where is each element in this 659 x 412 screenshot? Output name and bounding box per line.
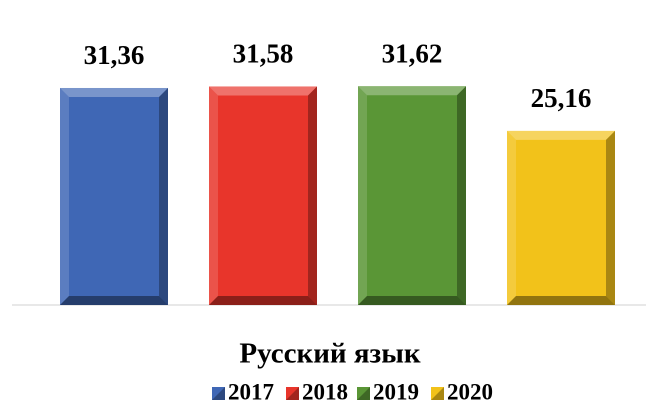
bar-bevel xyxy=(209,86,218,305)
bar xyxy=(60,87,168,305)
bar-bevel xyxy=(507,130,516,305)
value-label: 31,58 xyxy=(233,39,294,69)
legend-swatch xyxy=(286,387,299,400)
bar-bevel xyxy=(60,87,69,305)
bar-bevel xyxy=(358,296,466,305)
legend-label: 2020 xyxy=(447,379,493,404)
bar-bevel xyxy=(507,130,615,140)
legend-swatch xyxy=(357,387,370,400)
bar-bevel xyxy=(60,296,168,305)
value-label: 31,62 xyxy=(382,38,443,68)
legend-label: 2019 xyxy=(373,379,419,404)
bar-bevel xyxy=(60,87,168,97)
legend-swatch xyxy=(431,387,444,400)
bar-bevel xyxy=(507,296,615,305)
legend-swatch xyxy=(212,387,225,400)
value-label: 25,16 xyxy=(531,83,592,113)
category-label: Русский язык xyxy=(239,338,420,370)
legend-swatch-bevel xyxy=(212,387,225,400)
legend-swatch-bevel xyxy=(286,387,299,400)
bar-bevel xyxy=(606,130,615,305)
bar xyxy=(358,86,466,305)
bar-bevel xyxy=(209,86,317,96)
legend-swatch-bevel xyxy=(431,387,444,400)
bar-bevel xyxy=(358,86,466,96)
legend-label: 2018 xyxy=(302,379,348,404)
bar-bevel xyxy=(209,296,317,305)
legend-swatch-bevel xyxy=(357,387,370,400)
bar-bevel xyxy=(457,86,466,305)
bar-bevel xyxy=(358,86,367,305)
bar-bevel xyxy=(308,86,317,305)
bar xyxy=(507,130,615,305)
legend-label: 2017 xyxy=(228,379,274,404)
bar-bevel xyxy=(159,87,168,305)
value-label: 31,36 xyxy=(84,40,145,70)
bar xyxy=(209,86,317,305)
